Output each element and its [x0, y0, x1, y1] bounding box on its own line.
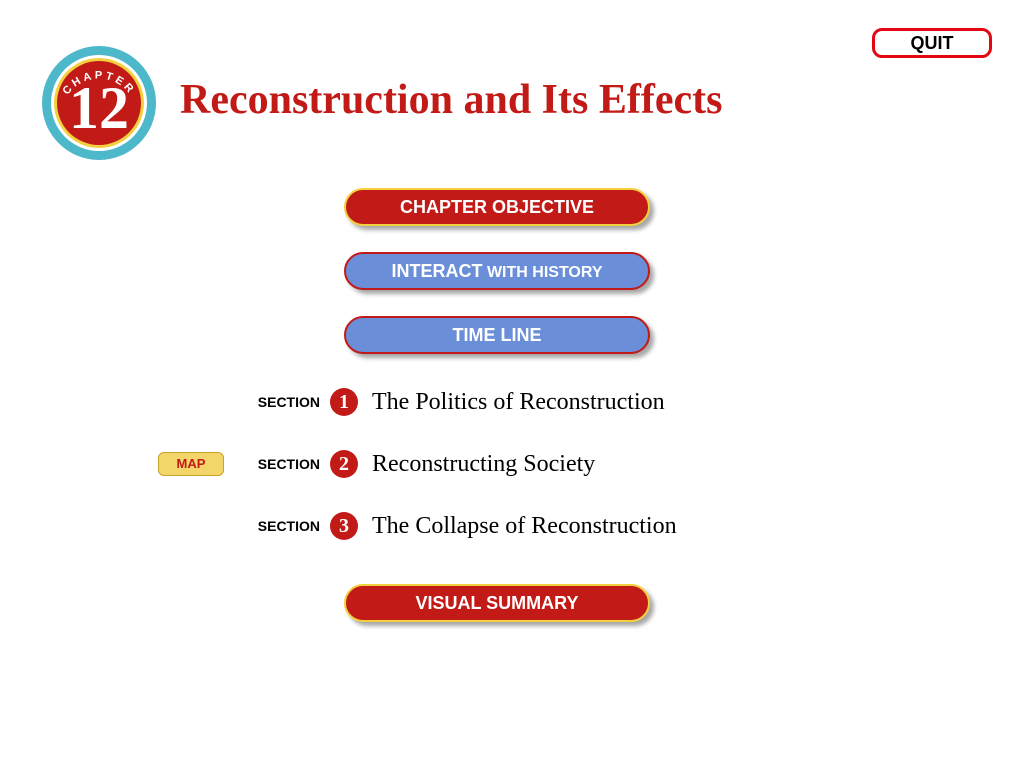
quit-button[interactable]: QUIT [872, 28, 992, 58]
section-label: SECTION [240, 394, 320, 410]
section-row-3[interactable]: SECTION 3 The Collapse of Reconstruction [240, 512, 677, 540]
section-title-3: The Collapse of Reconstruction [372, 513, 677, 540]
chapter-objective-button[interactable]: CHAPTER OBJECTIVE [344, 188, 650, 226]
section-row-2[interactable]: SECTION 2 Reconstructing Society [240, 450, 595, 478]
section-title-1: The Politics of Reconstruction [372, 389, 665, 416]
section-number-2: 2 [330, 450, 358, 478]
section-title-2: Reconstructing Society [372, 451, 595, 478]
visual-summary-button[interactable]: VISUAL SUMMARY [344, 584, 650, 622]
section-label: SECTION [240, 456, 320, 472]
section-label: SECTION [240, 518, 320, 534]
chapter-number: 12 [42, 78, 156, 138]
section-number-3: 3 [330, 512, 358, 540]
chapter-title: Reconstruction and Its Effects [180, 76, 722, 124]
section-number-1: 1 [330, 388, 358, 416]
interact-with-history-button[interactable]: INTERACT WITH HISTORY [344, 252, 650, 290]
time-line-button[interactable]: TIME LINE [344, 316, 650, 354]
map-badge[interactable]: MAP [158, 452, 224, 476]
interact-rest: WITH HISTORY [483, 264, 603, 281]
section-row-1[interactable]: SECTION 1 The Politics of Reconstruction [240, 388, 665, 416]
interact-bold: INTERACT [392, 261, 483, 281]
chapter-badge: CHAPTER 12 [42, 46, 156, 160]
